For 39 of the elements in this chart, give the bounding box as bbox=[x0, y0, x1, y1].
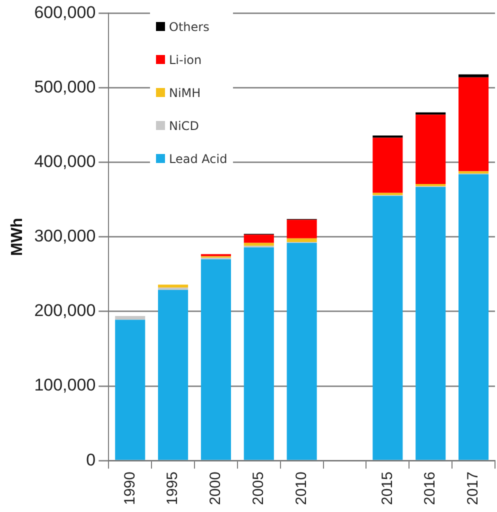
x-tick-label: 2010 bbox=[292, 472, 310, 506]
legend-label: NiCD bbox=[169, 118, 199, 132]
bar bbox=[158, 284, 188, 288]
y-tick-label: 300,000 bbox=[34, 226, 96, 246]
bar bbox=[244, 247, 274, 460]
bar bbox=[372, 196, 403, 460]
y-tick-label: 100,000 bbox=[34, 376, 96, 395]
bar bbox=[416, 186, 446, 460]
y-tick-label: 400,000 bbox=[34, 152, 96, 172]
x-tick-label: 2000 bbox=[207, 472, 224, 506]
y-tick-label: 0 bbox=[86, 450, 96, 470]
legend-label: Li-ion bbox=[169, 52, 202, 66]
bar bbox=[244, 242, 274, 246]
bar bbox=[115, 320, 146, 460]
legend-label: Lead Acid bbox=[169, 152, 228, 166]
x-tick-label: 2015 bbox=[378, 472, 396, 506]
x-tick-label: 2005 bbox=[250, 472, 268, 506]
x-tick-label: 1990 bbox=[121, 472, 138, 506]
bar bbox=[286, 220, 317, 238]
bar bbox=[458, 174, 489, 460]
bar bbox=[372, 138, 403, 193]
bar bbox=[200, 259, 231, 460]
y-tick-label: 200,000 bbox=[34, 301, 96, 320]
bar bbox=[115, 316, 146, 320]
y-tick-label: 600,000 bbox=[34, 2, 96, 22]
bar bbox=[458, 74, 489, 78]
x-tick-label: 1995 bbox=[164, 472, 182, 506]
bar bbox=[286, 242, 317, 460]
legend-label: Others bbox=[169, 20, 210, 34]
y-tick-label: 500,000 bbox=[34, 77, 96, 96]
bar bbox=[458, 77, 489, 172]
bar bbox=[416, 114, 446, 184]
bar bbox=[286, 238, 317, 242]
bar bbox=[158, 290, 188, 460]
x-tick-label: 2016 bbox=[422, 472, 439, 506]
y-axis-title: MWh bbox=[9, 218, 26, 256]
bar bbox=[244, 234, 274, 243]
legend-label: NiMH bbox=[169, 86, 201, 100]
x-tick-label: 2017 bbox=[464, 472, 482, 506]
